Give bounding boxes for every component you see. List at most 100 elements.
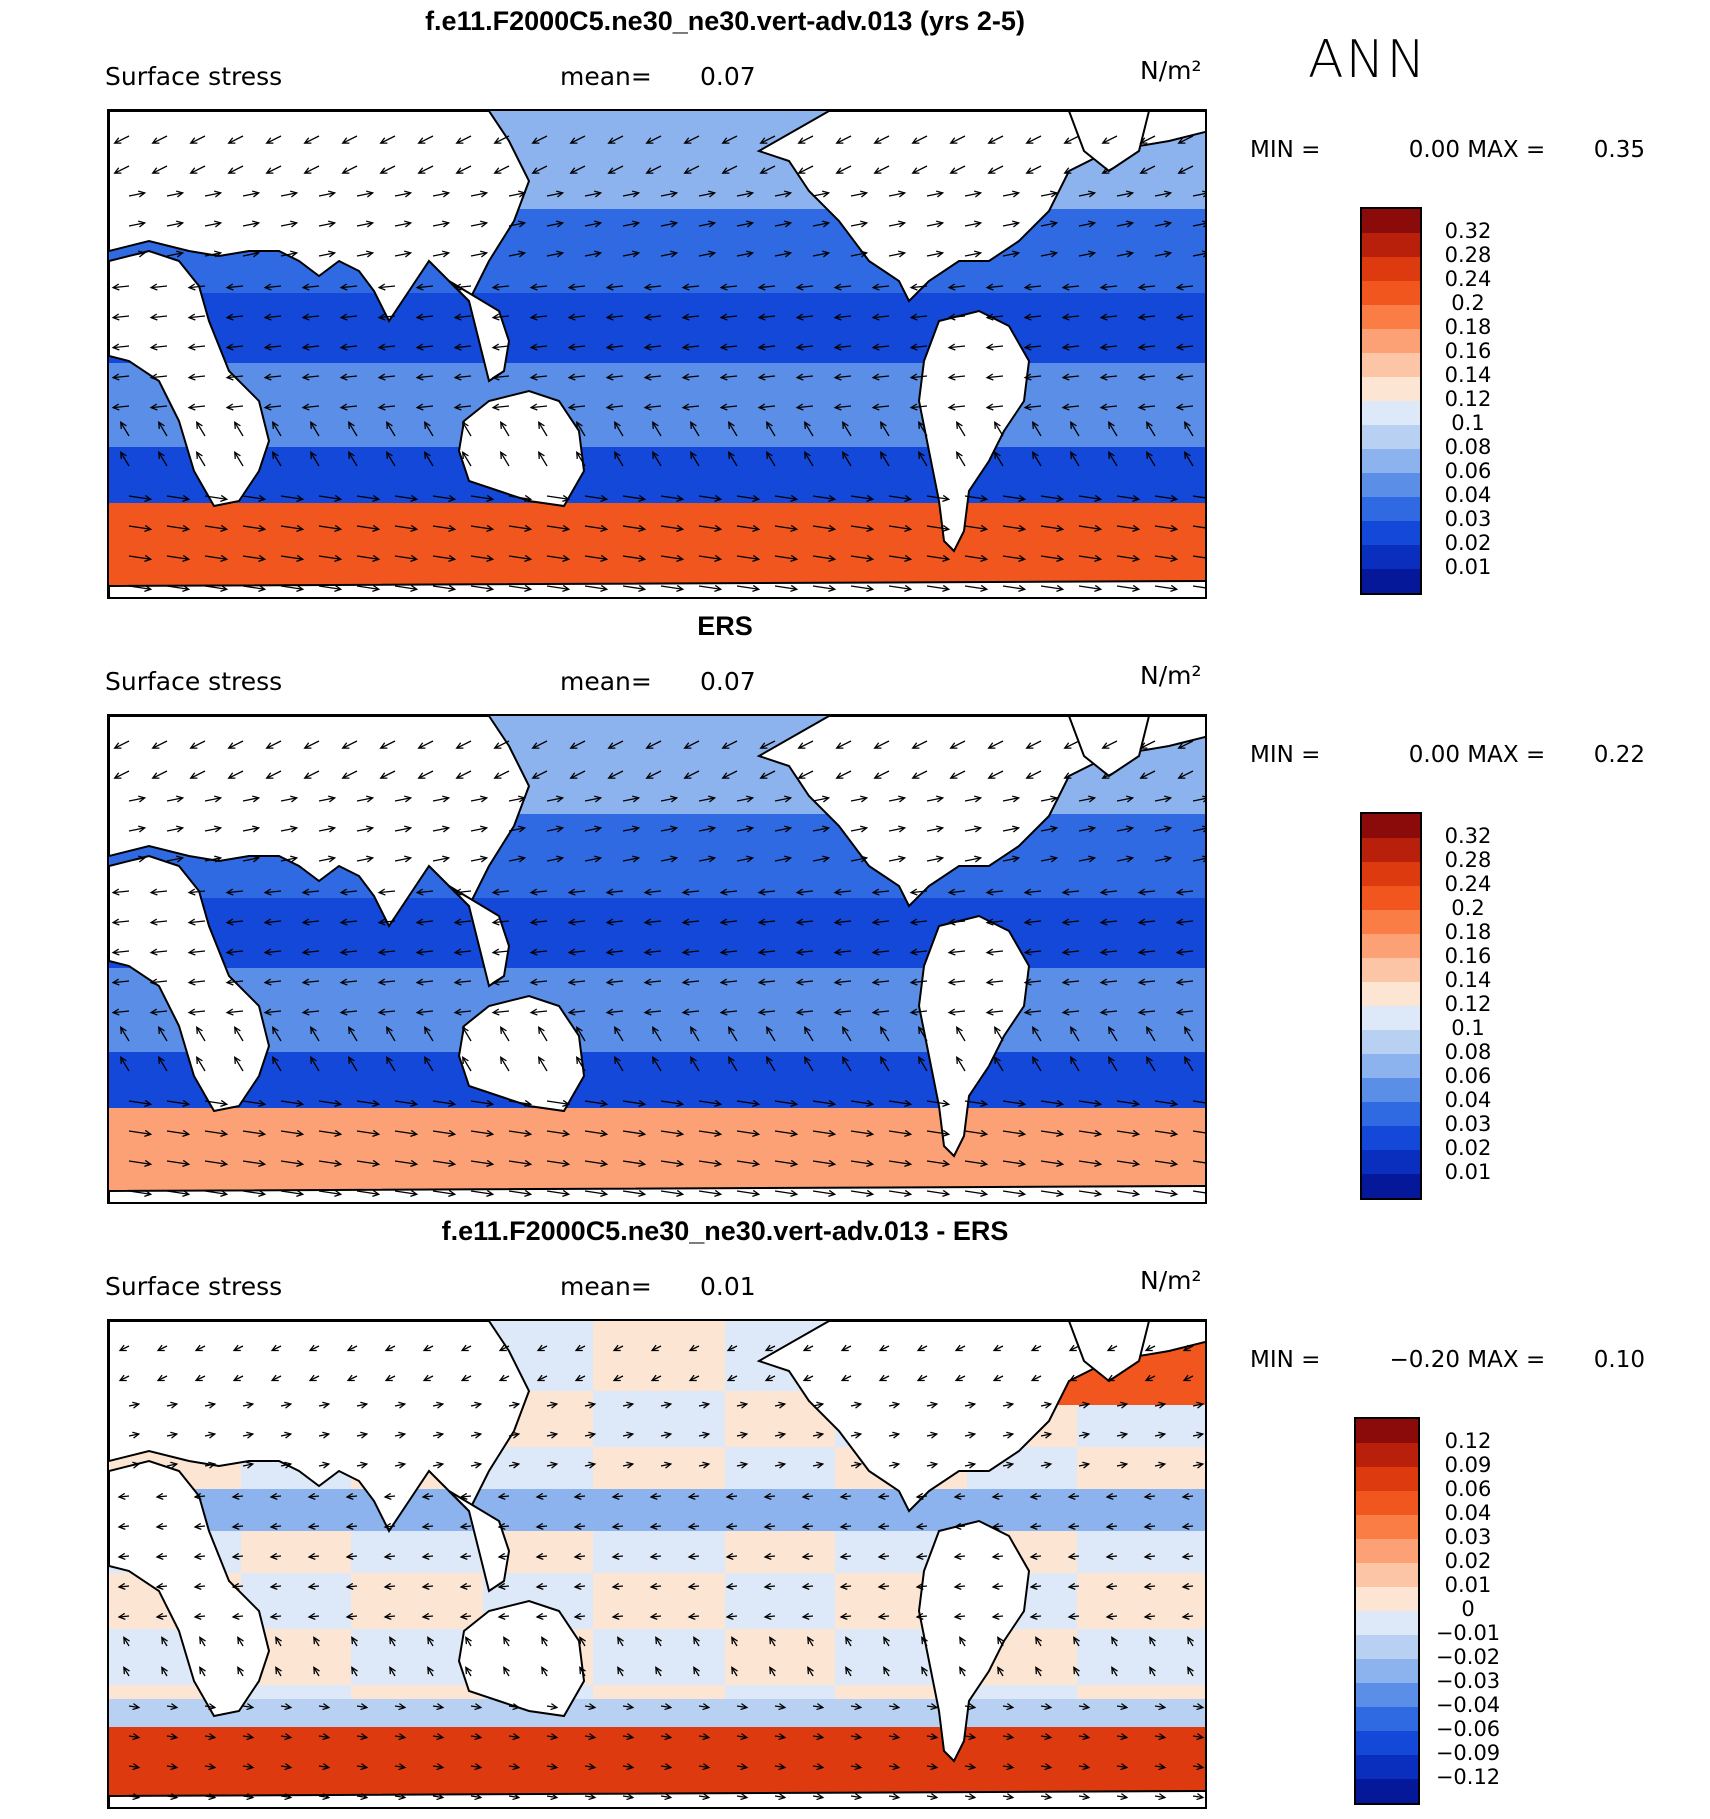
colorbar-swatch xyxy=(1362,497,1420,521)
min-value: 0.00 xyxy=(1408,742,1460,768)
land-antarctica xyxy=(109,580,1205,597)
colorbar-tick-label: 0.01 xyxy=(1444,1573,1492,1597)
min-label: MIN = xyxy=(1250,1347,1321,1373)
min-label: MIN = xyxy=(1250,742,1321,768)
colorbar-tick-label: 0.06 xyxy=(1444,1477,1492,1501)
colorbar-swatch xyxy=(1356,1419,1418,1443)
colorbar-tick-label: −0.02 xyxy=(1435,1645,1501,1669)
land-australia xyxy=(457,994,586,1113)
colorbar-swatch xyxy=(1356,1731,1418,1755)
map-panel: f.e11.F2000C5.ne30_ne30.vert-adv.013 (yr… xyxy=(0,6,1710,606)
max-label: MAX = xyxy=(1460,1347,1546,1373)
colorbar-swatch xyxy=(1362,569,1420,593)
colorbar-swatch xyxy=(1362,257,1420,281)
max-value: 0.35 xyxy=(1593,137,1645,163)
land-australia xyxy=(457,1599,586,1718)
variable-label: Surface stress xyxy=(105,62,283,91)
colorbar-swatch xyxy=(1356,1587,1418,1611)
colorbar-tick-label: 0.03 xyxy=(1444,1525,1492,1549)
colorbar-tick-label: 0.04 xyxy=(1444,483,1492,507)
min-label: MIN = xyxy=(1250,137,1321,163)
colorbar-swatch xyxy=(1362,958,1420,982)
land-greenland xyxy=(1067,111,1151,173)
min-max-readout: MIN = 0.00 MAX = 0.35 xyxy=(1250,137,1645,163)
land-europeAsia xyxy=(109,111,531,323)
colorbar-swatch xyxy=(1362,886,1420,910)
colorbar-tick-label: 0.03 xyxy=(1444,1112,1492,1136)
colorbar-tick-label: 0.12 xyxy=(1444,387,1492,411)
colorbar-tick-label: 0 xyxy=(1461,1597,1475,1621)
max-value: 0.22 xyxy=(1593,742,1645,768)
min-value: −0.20 xyxy=(1389,1347,1460,1373)
max-label: MAX = xyxy=(1460,137,1546,163)
colorbar-tick-label: −0.09 xyxy=(1435,1741,1501,1765)
max-label: MAX = xyxy=(1460,742,1546,768)
colorbar-tick-label: 0.04 xyxy=(1444,1088,1492,1112)
mean-value: 0.01 xyxy=(700,1272,756,1301)
colorbar xyxy=(1360,812,1422,1200)
land-australia xyxy=(457,389,586,508)
land-africa xyxy=(109,854,271,1113)
mean-value: 0.07 xyxy=(700,667,756,696)
continents xyxy=(109,111,1205,597)
mean-label: mean= xyxy=(560,667,652,696)
colorbar-swatch xyxy=(1362,209,1420,233)
land-europeAsia xyxy=(109,716,531,928)
colorbar-swatch xyxy=(1362,521,1420,545)
map-panel: ERS Surface stress mean= 0.07 N/m² MIN = 0.00 … xyxy=(0,611,1710,1211)
colorbar-swatch xyxy=(1362,473,1420,497)
colorbar-swatch xyxy=(1356,1539,1418,1563)
colorbar-swatch xyxy=(1356,1515,1418,1539)
colorbar-tick-label: 0.06 xyxy=(1444,1064,1492,1088)
colorbar-tick-label: 0.2 xyxy=(1451,291,1485,315)
colorbar-tick-label: 0.24 xyxy=(1444,267,1492,291)
colorbar-tick-label: 0.18 xyxy=(1444,315,1492,339)
variable-label: Surface stress xyxy=(105,667,283,696)
colorbar-tick-label: −0.03 xyxy=(1435,1669,1501,1693)
colorbar-tick-label: 0.1 xyxy=(1451,1016,1485,1040)
mean-value: 0.07 xyxy=(700,62,756,91)
colorbar-tick-label: 0.04 xyxy=(1444,1501,1492,1525)
colorbar-tick-label: 0.28 xyxy=(1444,243,1492,267)
colorbar-tick-label: −0.06 xyxy=(1435,1717,1501,1741)
colorbar-swatch xyxy=(1362,233,1420,257)
colorbar-swatch xyxy=(1356,1659,1418,1683)
colorbar-swatch xyxy=(1362,401,1420,425)
colorbar-tick-label: 0.24 xyxy=(1444,872,1492,896)
colorbar-swatch xyxy=(1362,305,1420,329)
colorbar-tick-label: 0.08 xyxy=(1444,1040,1492,1064)
stress-vectors xyxy=(111,740,1205,1197)
colorbar-tick-label: 0.14 xyxy=(1444,363,1492,387)
colorbar-tick-label: 0.32 xyxy=(1444,219,1492,243)
colorbar-tick-label: 0.32 xyxy=(1444,824,1492,848)
world-map xyxy=(107,714,1207,1204)
colorbar-tick-label: 0.16 xyxy=(1444,944,1492,968)
units-label: N/m² xyxy=(1140,1266,1202,1295)
colorbar-swatch xyxy=(1362,934,1420,958)
colorbar-tick-label: 0.02 xyxy=(1444,1136,1492,1160)
colorbar-swatch xyxy=(1356,1467,1418,1491)
colorbar-swatch xyxy=(1356,1755,1418,1779)
colorbar-swatch xyxy=(1356,1635,1418,1659)
min-max-readout: MIN = 0.00 MAX = 0.22 xyxy=(1250,742,1645,768)
colorbar-swatch xyxy=(1362,1174,1420,1198)
colorbar-tick-label: 0.03 xyxy=(1444,507,1492,531)
colorbar-swatch xyxy=(1356,1443,1418,1467)
colorbar-swatch xyxy=(1362,353,1420,377)
colorbar-swatch xyxy=(1362,449,1420,473)
colorbar-tick-label: 0.02 xyxy=(1444,531,1492,555)
colorbar-swatch xyxy=(1362,814,1420,838)
colorbar-tick-label: 0.2 xyxy=(1451,896,1485,920)
land-europeAsia xyxy=(109,1321,531,1533)
colorbar-swatch xyxy=(1362,281,1420,305)
variable-label: Surface stress xyxy=(105,1272,283,1301)
continents xyxy=(109,1321,1205,1807)
world-map xyxy=(107,109,1207,599)
colorbar-swatch xyxy=(1356,1611,1418,1635)
colorbar-swatch xyxy=(1356,1707,1418,1731)
panel-title: f.e11.F2000C5.ne30_ne30.vert-adv.013 (yr… xyxy=(425,6,1025,36)
min-max-readout: MIN = −0.20 MAX = 0.10 xyxy=(1250,1347,1645,1373)
colorbar-swatch xyxy=(1356,1491,1418,1515)
colorbar-tick-label: 0.28 xyxy=(1444,848,1492,872)
colorbar-swatch xyxy=(1362,1078,1420,1102)
